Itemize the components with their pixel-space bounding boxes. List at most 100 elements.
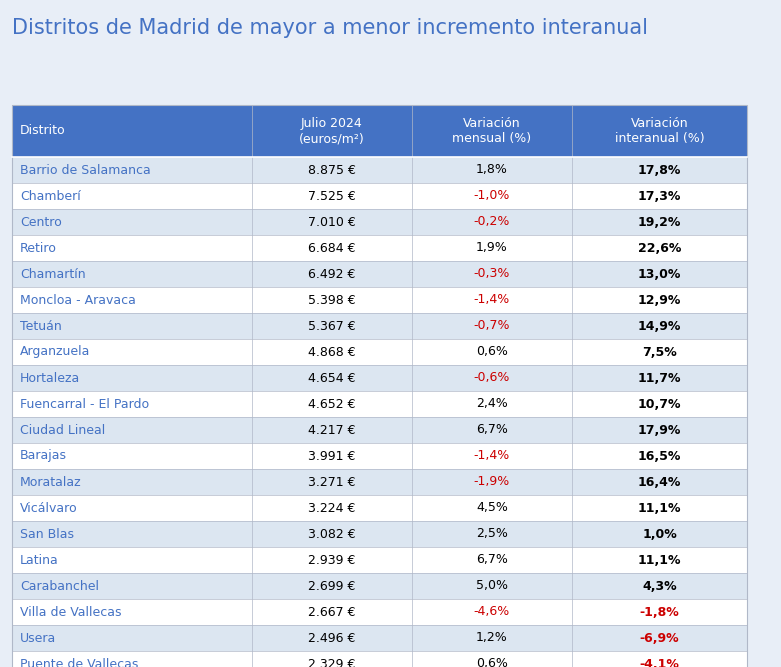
Text: 16,4%: 16,4% (638, 476, 681, 488)
Text: 0,6%: 0,6% (476, 658, 508, 667)
Bar (12, 235, 747, 261)
Text: 14,9%: 14,9% (638, 319, 681, 333)
Text: 0,6%: 0,6% (476, 346, 508, 358)
Text: Barrio de Salamanca: Barrio de Salamanca (20, 163, 151, 177)
Text: 22,6%: 22,6% (638, 241, 681, 255)
Bar (12, 339, 747, 365)
Text: 6.492 €: 6.492 € (308, 267, 355, 281)
Text: 6.684 €: 6.684 € (308, 241, 356, 255)
Text: 7.525 €: 7.525 € (308, 189, 356, 203)
Text: 3.271 €: 3.271 € (308, 476, 356, 488)
Bar (12, 547, 747, 573)
Text: Moratalaz: Moratalaz (20, 476, 82, 488)
Text: Vicálvaro: Vicálvaro (20, 502, 77, 514)
Text: -1,0%: -1,0% (474, 189, 510, 203)
Text: Ciudad Lineal: Ciudad Lineal (20, 424, 105, 436)
Text: 4,3%: 4,3% (642, 580, 677, 592)
Text: -1,8%: -1,8% (640, 606, 679, 618)
Text: Carabanchel: Carabanchel (20, 580, 99, 592)
Text: 3.082 €: 3.082 € (308, 528, 356, 540)
Text: 11,1%: 11,1% (638, 554, 681, 566)
Text: 3.991 €: 3.991 € (308, 450, 355, 462)
Text: Barajas: Barajas (20, 450, 67, 462)
Text: -1,4%: -1,4% (474, 450, 510, 462)
Text: 5.367 €: 5.367 € (308, 319, 356, 333)
Text: 4.868 €: 4.868 € (308, 346, 356, 358)
Text: 17,8%: 17,8% (638, 163, 681, 177)
Text: -6,9%: -6,9% (640, 632, 679, 644)
Text: Julio 2024
(euros/m²): Julio 2024 (euros/m²) (299, 117, 365, 145)
Bar (12, 365, 747, 391)
Bar (12, 599, 747, 625)
Text: Moncloa - Aravaca: Moncloa - Aravaca (20, 293, 136, 307)
Text: 1,8%: 1,8% (476, 163, 508, 177)
Text: 2.496 €: 2.496 € (308, 632, 355, 644)
Text: 8.875 €: 8.875 € (308, 163, 356, 177)
Bar (12, 625, 747, 651)
Bar (12, 443, 747, 469)
Text: 1,0%: 1,0% (642, 528, 677, 540)
Bar (12, 157, 747, 183)
Text: 2.667 €: 2.667 € (308, 606, 356, 618)
Text: -0,3%: -0,3% (474, 267, 510, 281)
Text: 16,5%: 16,5% (638, 450, 681, 462)
Text: Tetuán: Tetuán (20, 319, 62, 333)
Text: 4.654 €: 4.654 € (308, 372, 356, 384)
Text: 6,7%: 6,7% (476, 554, 508, 566)
Text: -0,7%: -0,7% (474, 319, 510, 333)
Text: 5,0%: 5,0% (476, 580, 508, 592)
Bar (12, 183, 747, 209)
Text: -4,6%: -4,6% (474, 606, 510, 618)
Text: 2,5%: 2,5% (476, 528, 508, 540)
Text: Centro: Centro (20, 215, 62, 229)
Bar (12, 313, 747, 339)
Bar (12, 417, 747, 443)
Text: 19,2%: 19,2% (638, 215, 681, 229)
Text: 12,9%: 12,9% (638, 293, 681, 307)
Text: 6,7%: 6,7% (476, 424, 508, 436)
Text: Chamartín: Chamartín (20, 267, 86, 281)
Text: 13,0%: 13,0% (638, 267, 681, 281)
Text: 2,4%: 2,4% (476, 398, 508, 410)
Text: Villa de Vallecas: Villa de Vallecas (20, 606, 122, 618)
Text: -4,1%: -4,1% (640, 658, 679, 667)
Text: 4,5%: 4,5% (476, 502, 508, 514)
Text: 5.398 €: 5.398 € (308, 293, 356, 307)
Text: Variación
mensual (%): Variación mensual (%) (452, 117, 532, 145)
Text: -0,2%: -0,2% (474, 215, 510, 229)
Bar (12, 521, 747, 547)
Text: -1,4%: -1,4% (474, 293, 510, 307)
Text: 4.652 €: 4.652 € (308, 398, 356, 410)
Text: 1,9%: 1,9% (476, 241, 508, 255)
Text: 11,7%: 11,7% (638, 372, 681, 384)
Text: 7,5%: 7,5% (642, 346, 677, 358)
Text: Puente de Vallecas: Puente de Vallecas (20, 658, 138, 667)
Text: 17,9%: 17,9% (638, 424, 681, 436)
Bar (12, 105, 747, 667)
Text: Retiro: Retiro (20, 241, 57, 255)
Bar (12, 651, 747, 667)
Text: 4.217 €: 4.217 € (308, 424, 356, 436)
Text: 10,7%: 10,7% (638, 398, 681, 410)
Text: -1,9%: -1,9% (474, 476, 510, 488)
Text: Variación
interanual (%): Variación interanual (%) (615, 117, 704, 145)
Text: 17,3%: 17,3% (638, 189, 681, 203)
Text: 2.699 €: 2.699 € (308, 580, 355, 592)
Bar (12, 469, 747, 495)
Text: Chamberí: Chamberí (20, 189, 80, 203)
Text: Distritos de Madrid de mayor a menor incremento interanual: Distritos de Madrid de mayor a menor inc… (12, 18, 648, 38)
Text: Usera: Usera (20, 632, 56, 644)
Text: 11,1%: 11,1% (638, 502, 681, 514)
Bar (12, 209, 747, 235)
Text: 1,2%: 1,2% (476, 632, 508, 644)
Bar (12, 573, 747, 599)
Text: 7.010 €: 7.010 € (308, 215, 356, 229)
Text: Distrito: Distrito (20, 125, 66, 137)
Bar (12, 391, 747, 417)
Bar (12, 287, 747, 313)
Text: Latina: Latina (20, 554, 59, 566)
Bar (12, 261, 747, 287)
Text: 2.939 €: 2.939 € (308, 554, 355, 566)
Bar (12, 495, 747, 521)
Text: Hortaleza: Hortaleza (20, 372, 80, 384)
